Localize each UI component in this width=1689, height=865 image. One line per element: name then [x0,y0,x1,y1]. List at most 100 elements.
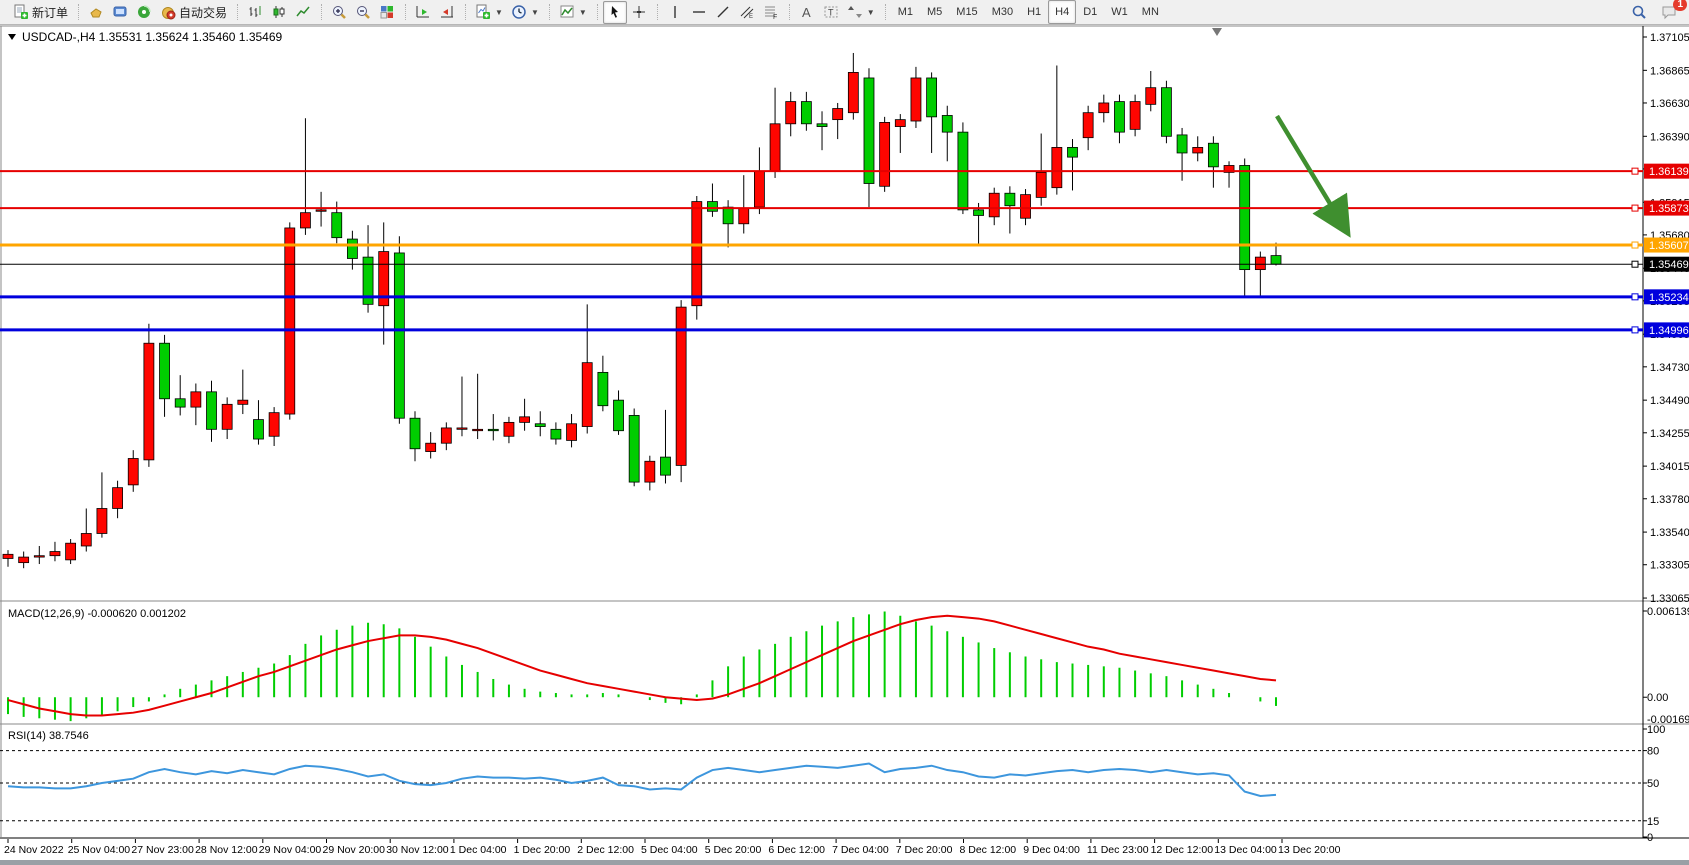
rsi-line [7,762,1277,797]
price-line-badge-value: 1.35873 [1649,203,1689,215]
price-tick-label: 1.34490 [1650,395,1689,407]
date-tick-label: 1 Dec 20:00 [514,844,571,856]
candle-body [926,77,938,118]
price-tick-label: 1.37105 [1650,32,1689,44]
price-tick-label: 1.34015 [1650,461,1689,473]
price-line-badge-value: 1.35234 [1649,292,1689,304]
candle-body [331,212,343,239]
candle-body [847,72,859,114]
period-clock-button[interactable]: ▼ [507,1,543,24]
text-button[interactable]: A [795,1,819,24]
search-button[interactable] [1627,1,1651,24]
indicators-icon [559,4,575,20]
price-tick-label: 1.33305 [1650,560,1689,572]
date-tick-label: 1 Dec 04:00 [450,844,507,856]
candle-body [707,201,718,212]
signals-button[interactable] [132,1,156,24]
price-tick-label: 1.34730 [1650,362,1689,374]
candle-body [816,123,828,127]
rsi-panel[interactable]: RSI(14) 38.7546 100 80 50 15 0 [0,724,1665,844]
terminal-icon [112,4,128,20]
date-axis[interactable]: 24 Nov 2022 25 Nov 04:00 27 Nov 23:00 28 No… [4,839,1341,856]
timeframe-button-m5[interactable]: M5 [927,6,943,18]
symbol-menu-icon[interactable] [8,34,16,40]
chart-shift-button[interactable] [435,1,459,24]
candle-body [566,423,577,441]
timeframe-button-w1[interactable]: W1 [1111,6,1128,18]
trend-arrow-annotation[interactable] [1275,114,1351,238]
price-tick-label: 1.33065 [1650,593,1689,605]
date-tick-label: 29 Nov 04:00 [259,844,322,856]
timeframe-button-h4[interactable]: H4 [1048,0,1077,24]
arrows-icon [847,4,863,20]
macd-signal-line [7,614,1277,717]
chart-title-row: USDCAD-,H4 1.35531 1.35624 1.35460 1.354… [8,30,283,44]
zoom-in-button[interactable] [327,1,351,24]
candle-body [644,460,656,483]
price-tick-label: 1.36630 [1650,98,1689,110]
macd-panel[interactable]: MACD(12,26,9) -0.000620 0.001202 0.006139… [7,606,1689,726]
candle-body [96,508,108,534]
date-tick-label: 30 Nov 12:00 [386,844,449,856]
bar-chart-button[interactable] [243,1,267,24]
svg-text:F: F [773,14,777,20]
timeframe-button-m15[interactable]: M15 [956,6,978,18]
price-line-badge-value: 1.35469 [1649,259,1689,271]
candle-body [190,391,202,408]
new-order-button[interactable]: 新订单 [9,1,72,24]
line-anchor-handle [1631,293,1639,301]
candle-body [534,423,546,427]
vertical-line-button[interactable] [663,1,687,24]
svg-text:A: A [802,5,811,20]
candle-body [221,403,233,430]
new-chart-button[interactable]: ▼ [471,1,507,24]
chart-shift-marker[interactable] [1212,28,1222,36]
tile-windows-button[interactable] [375,1,399,24]
chevron-down-icon: ▼ [578,7,587,17]
candle-body [253,419,264,440]
timeframe-button-m1[interactable]: M1 [897,6,913,18]
candle-body [1098,102,1110,114]
date-tick-label: 5 Dec 20:00 [705,844,762,856]
zoom-in-icon [331,4,347,20]
notifications-button[interactable]: 1 [1657,0,1687,24]
candle-body [832,108,844,121]
candle-body [487,428,499,432]
horizontal-line-button[interactable] [687,1,711,24]
terminal-button[interactable] [108,1,132,24]
fibonacci-button[interactable]: F [759,1,783,24]
candle-body [1082,112,1094,139]
trendline-button[interactable] [711,1,735,24]
date-tick-label: 6 Dec 12:00 [768,844,825,856]
date-tick-label: 24 Nov 2022 [4,844,64,856]
tile-windows-icon [379,4,395,20]
auto-trading-button[interactable]: 自动交易 [156,1,231,24]
timeframe-button-m30[interactable]: M30 [991,6,1014,18]
candle-body [1161,87,1172,137]
date-tick-label: 5 Dec 04:00 [641,844,698,856]
arrows-button[interactable]: ▼ [843,1,879,24]
date-tick-label: 9 Dec 04:00 [1023,844,1080,856]
history-button[interactable] [84,1,108,24]
candle-body [1239,165,1251,271]
timeframe-button-mn[interactable]: MN [1141,6,1159,18]
zoom-out-button[interactable] [351,1,375,24]
auto-scroll-button[interactable] [411,1,435,24]
crosshair-button[interactable] [627,1,651,24]
text-label-button[interactable]: T [819,1,843,24]
line-chart-button[interactable] [291,1,315,24]
candlestick-chart-button[interactable] [267,1,291,24]
candle-body [941,115,953,133]
search-icon [1631,4,1647,20]
history-icon [88,4,104,20]
indicators-button[interactable]: ▼ [555,1,591,24]
cursor-button[interactable] [602,0,627,24]
channel-button[interactable]: E [735,1,759,24]
timeframe-button-d1[interactable]: D1 [1083,6,1098,18]
svg-text:E: E [749,14,753,20]
date-tick-label: 27 Nov 23:00 [131,844,194,856]
timeframe-button-h1[interactable]: H1 [1027,6,1042,18]
